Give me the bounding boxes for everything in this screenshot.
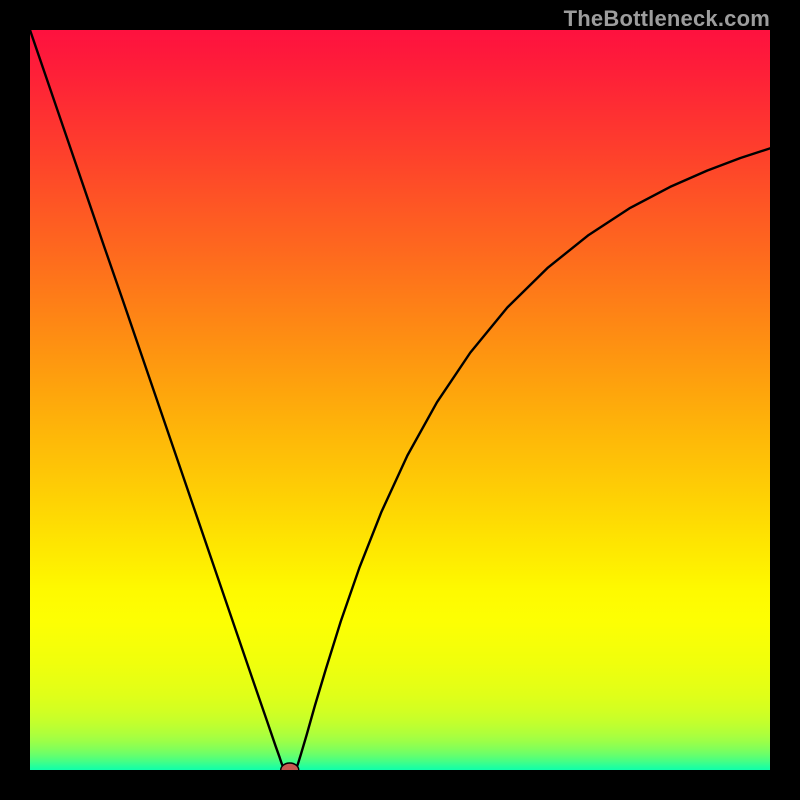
chart-wrapper: TheBottleneck.com (0, 0, 800, 800)
plot-area (30, 30, 770, 770)
bottleneck-curve-chart (30, 30, 770, 770)
gradient-background (30, 30, 770, 770)
watermark-text: TheBottleneck.com (564, 6, 770, 32)
